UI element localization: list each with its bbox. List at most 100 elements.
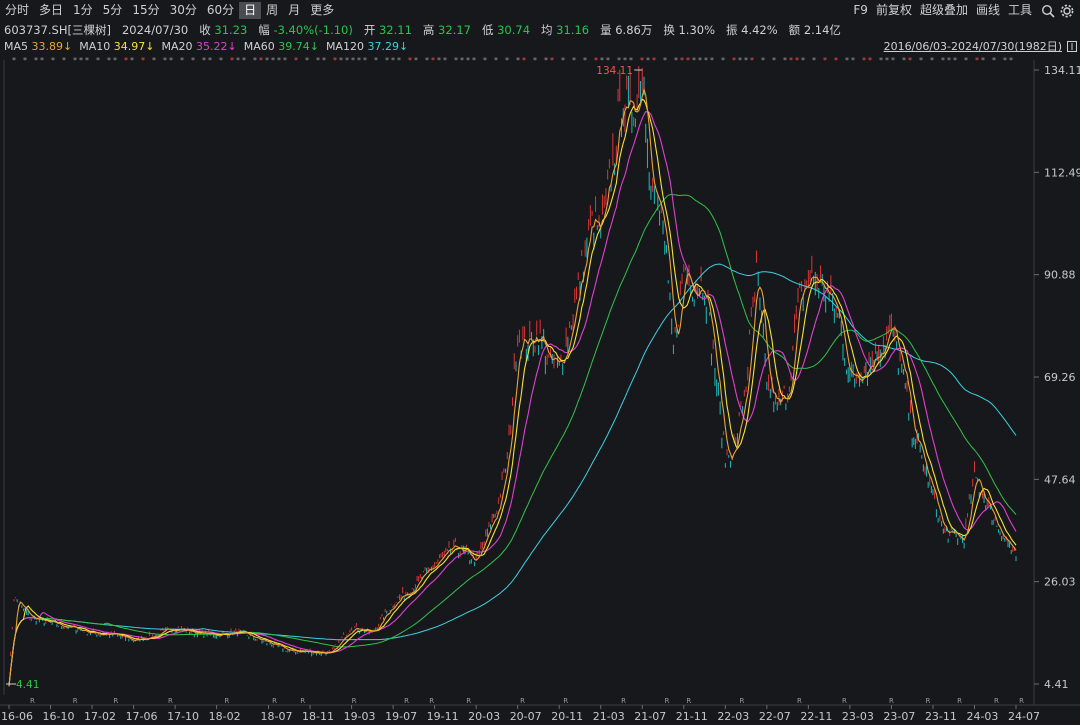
event-marker: *	[191, 56, 195, 65]
y-tick-label: 69.26	[1044, 371, 1076, 384]
rights-marker: R	[621, 697, 626, 705]
event-marker: *	[202, 56, 206, 65]
rights-marker: R	[520, 697, 525, 705]
rights-marker: R	[352, 697, 357, 705]
event-marker: *	[443, 56, 447, 65]
rights-marker: R	[740, 697, 745, 705]
period-tab-month[interactable]: 月	[288, 3, 301, 17]
event-marker: *	[494, 56, 498, 65]
event-marker: *	[253, 56, 257, 65]
rights-marker: R	[797, 697, 802, 705]
min-price-label: 4.41	[16, 679, 39, 691]
x-tick-label: 22-11	[800, 710, 832, 723]
event-marker: *	[692, 56, 696, 65]
event-marker: *	[322, 56, 326, 65]
period-tab-60min[interactable]: 60分	[206, 3, 235, 17]
event-marker: *	[51, 56, 55, 65]
rights-marker: R	[994, 697, 999, 705]
ma5-line	[8, 87, 1017, 686]
event-marker: *	[230, 56, 234, 65]
draw-button[interactable]: 画线	[975, 3, 1000, 17]
period-tab-week[interactable]: 周	[266, 3, 279, 17]
rights-marker: R	[272, 697, 277, 705]
event-marker: *	[704, 56, 708, 65]
event-marker: *	[351, 56, 355, 65]
event-marker: *	[408, 56, 412, 65]
f9-button[interactable]: F9	[853, 3, 868, 17]
event-marker: *	[152, 56, 156, 65]
quote-date: 2024/07/30	[121, 23, 189, 37]
period-tab-1min[interactable]: 1分	[73, 3, 93, 17]
date-range-label[interactable]: 2016/06/03-2024/07/30(1982日)	[883, 40, 1062, 53]
event-marker: *	[721, 56, 725, 65]
search-icon[interactable]	[1041, 4, 1055, 18]
period-tab-15min[interactable]: 15分	[132, 3, 160, 17]
event-marker: *	[437, 56, 441, 65]
event-marker: *	[242, 56, 246, 65]
x-tick-label: 24-03	[966, 710, 998, 723]
low-value: 30.74	[497, 23, 531, 37]
event-marker: *	[680, 56, 684, 65]
settings-icon[interactable]	[1060, 4, 1074, 18]
x-tick-label: 24-07	[1008, 710, 1040, 723]
event-marker: *	[472, 56, 476, 65]
x-tick-label: 18-02	[209, 710, 241, 723]
event-marker: *	[466, 56, 470, 65]
period-tab-day[interactable]: 日	[239, 2, 262, 19]
event-marker: *	[930, 56, 934, 65]
event-marker: *	[414, 56, 418, 65]
event-marker: *	[391, 56, 395, 65]
event-marker: *	[710, 56, 714, 65]
event-marker: *	[385, 56, 389, 65]
rights-marker: R	[842, 697, 847, 705]
event-marker: *	[79, 56, 83, 65]
event-marker: *	[823, 56, 827, 65]
event-marker: *	[964, 56, 968, 65]
period-tab-multiday[interactable]: 多日	[39, 3, 64, 17]
event-marker: *	[363, 56, 367, 65]
collapse-icon[interactable]	[1067, 41, 1077, 52]
event-marker: *	[141, 56, 145, 65]
rights-marker: R	[1019, 697, 1024, 705]
period-tab-30min[interactable]: 30分	[169, 3, 197, 17]
y-tick-label: 4.41	[1044, 678, 1069, 691]
x-tick-label: 19-07	[385, 710, 417, 723]
event-marker: *	[236, 56, 240, 65]
event-marker: *	[902, 56, 906, 65]
event-marker: *	[834, 56, 838, 65]
kline-chart[interactable]: 134.11 112.49 90.88 69.26 47.64 26.03 4.41 16-0…	[0, 55, 1080, 725]
overlay-button[interactable]: 超级叠加	[919, 3, 968, 17]
period-tab-5min[interactable]: 5分	[102, 3, 123, 17]
event-marker: *	[698, 56, 702, 65]
adjust-button[interactable]: 前复权	[875, 3, 912, 17]
event-marker: *	[812, 56, 816, 65]
rights-marker: R	[466, 697, 471, 705]
event-marker: *	[891, 56, 895, 65]
event-marker: *	[259, 56, 263, 65]
event-marker: *	[265, 56, 269, 65]
x-tick-label: 17-10	[167, 710, 199, 723]
avg-value: 31.16	[556, 23, 590, 37]
event-marker: *	[163, 56, 167, 65]
tools-toolbar: F9 前复权 超级叠加 画线 工具	[849, 0, 1074, 21]
max-price-label: 134.11	[596, 65, 633, 77]
event-marker: *	[738, 56, 742, 65]
rights-marker: R	[113, 697, 118, 705]
ma60-value: 39.74↓	[278, 40, 319, 53]
event-marker: *	[600, 56, 604, 65]
x-tick-label: 16-06	[1, 710, 33, 723]
period-tab-timeshare[interactable]: 分时	[5, 3, 30, 17]
ma20-value: 35.22↓	[195, 40, 237, 53]
event-marker: *	[516, 56, 520, 65]
event-marker: *	[533, 56, 537, 65]
event-marker: *	[919, 56, 923, 65]
x-tick-label: 22-07	[759, 710, 791, 723]
amp-value: -3.40%(-1.10)	[273, 23, 353, 37]
period-tab-more[interactable]: 更多	[310, 3, 335, 17]
rights-marker: R	[73, 697, 78, 705]
event-marker: *	[316, 56, 320, 65]
tools-button[interactable]: 工具	[1007, 3, 1032, 17]
x-tick-label: 22-03	[717, 710, 749, 723]
event-marker: *	[761, 56, 765, 65]
event-marker: *	[130, 56, 134, 65]
